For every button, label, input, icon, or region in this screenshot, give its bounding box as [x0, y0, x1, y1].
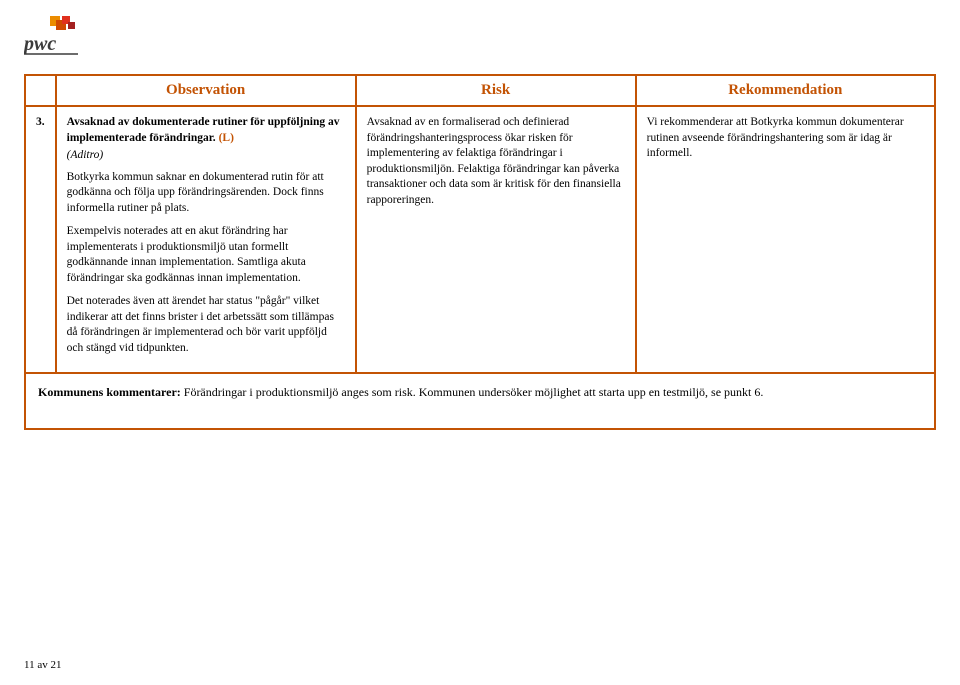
findings-table: Observation Risk Rekommendation 3. Avsak… — [24, 74, 936, 430]
obs-para-3: Det noterades även att ärendet har statu… — [67, 294, 345, 356]
observation-title: Avsaknad av dokumenterade rutiner för up… — [67, 115, 345, 146]
comment-cell: Kommunens kommentarer: Förändringar i pr… — [25, 373, 935, 429]
table-row: 3. Avsaknad av dokumenterade rutiner för… — [25, 106, 935, 373]
pwc-logo: pwc — [24, 16, 84, 58]
obs-source: (Aditro) — [67, 148, 345, 164]
risk-cell: Avsaknad av en formaliserad och definier… — [356, 106, 636, 373]
comment-text: Förändringar i produktionsmiljö anges so… — [181, 385, 764, 399]
svg-text:pwc: pwc — [24, 33, 56, 55]
header-recommendation: Rekommendation — [636, 75, 935, 106]
page-footer: 11 av 21 — [24, 659, 61, 671]
rec-para-1: Vi rekommenderar att Botkyrka kommun dok… — [647, 115, 924, 162]
row-number: 3. — [25, 106, 56, 373]
obs-title-text: Avsaknad av dokumenterade rutiner för up… — [67, 116, 340, 144]
risk-para-1: Avsaknad av en formaliserad och definier… — [367, 115, 625, 208]
header-risk: Risk — [356, 75, 636, 106]
header-num — [25, 75, 56, 106]
comment-label: Kommunens kommentarer: — [38, 385, 181, 399]
obs-para-2: Exempelvis noterades att en akut förändr… — [67, 224, 345, 286]
recommendation-cell: Vi rekommenderar att Botkyrka kommun dok… — [636, 106, 935, 373]
obs-para-1: Botkyrka kommun saknar en dokumenterad r… — [67, 170, 345, 217]
comment-row: Kommunens kommentarer: Förändringar i pr… — [25, 373, 935, 429]
header-row: Observation Risk Rekommendation — [25, 75, 935, 106]
header-observation: Observation — [56, 75, 356, 106]
obs-severity: (L) — [219, 132, 234, 144]
observation-cell: Avsaknad av dokumenterade rutiner för up… — [56, 106, 356, 373]
